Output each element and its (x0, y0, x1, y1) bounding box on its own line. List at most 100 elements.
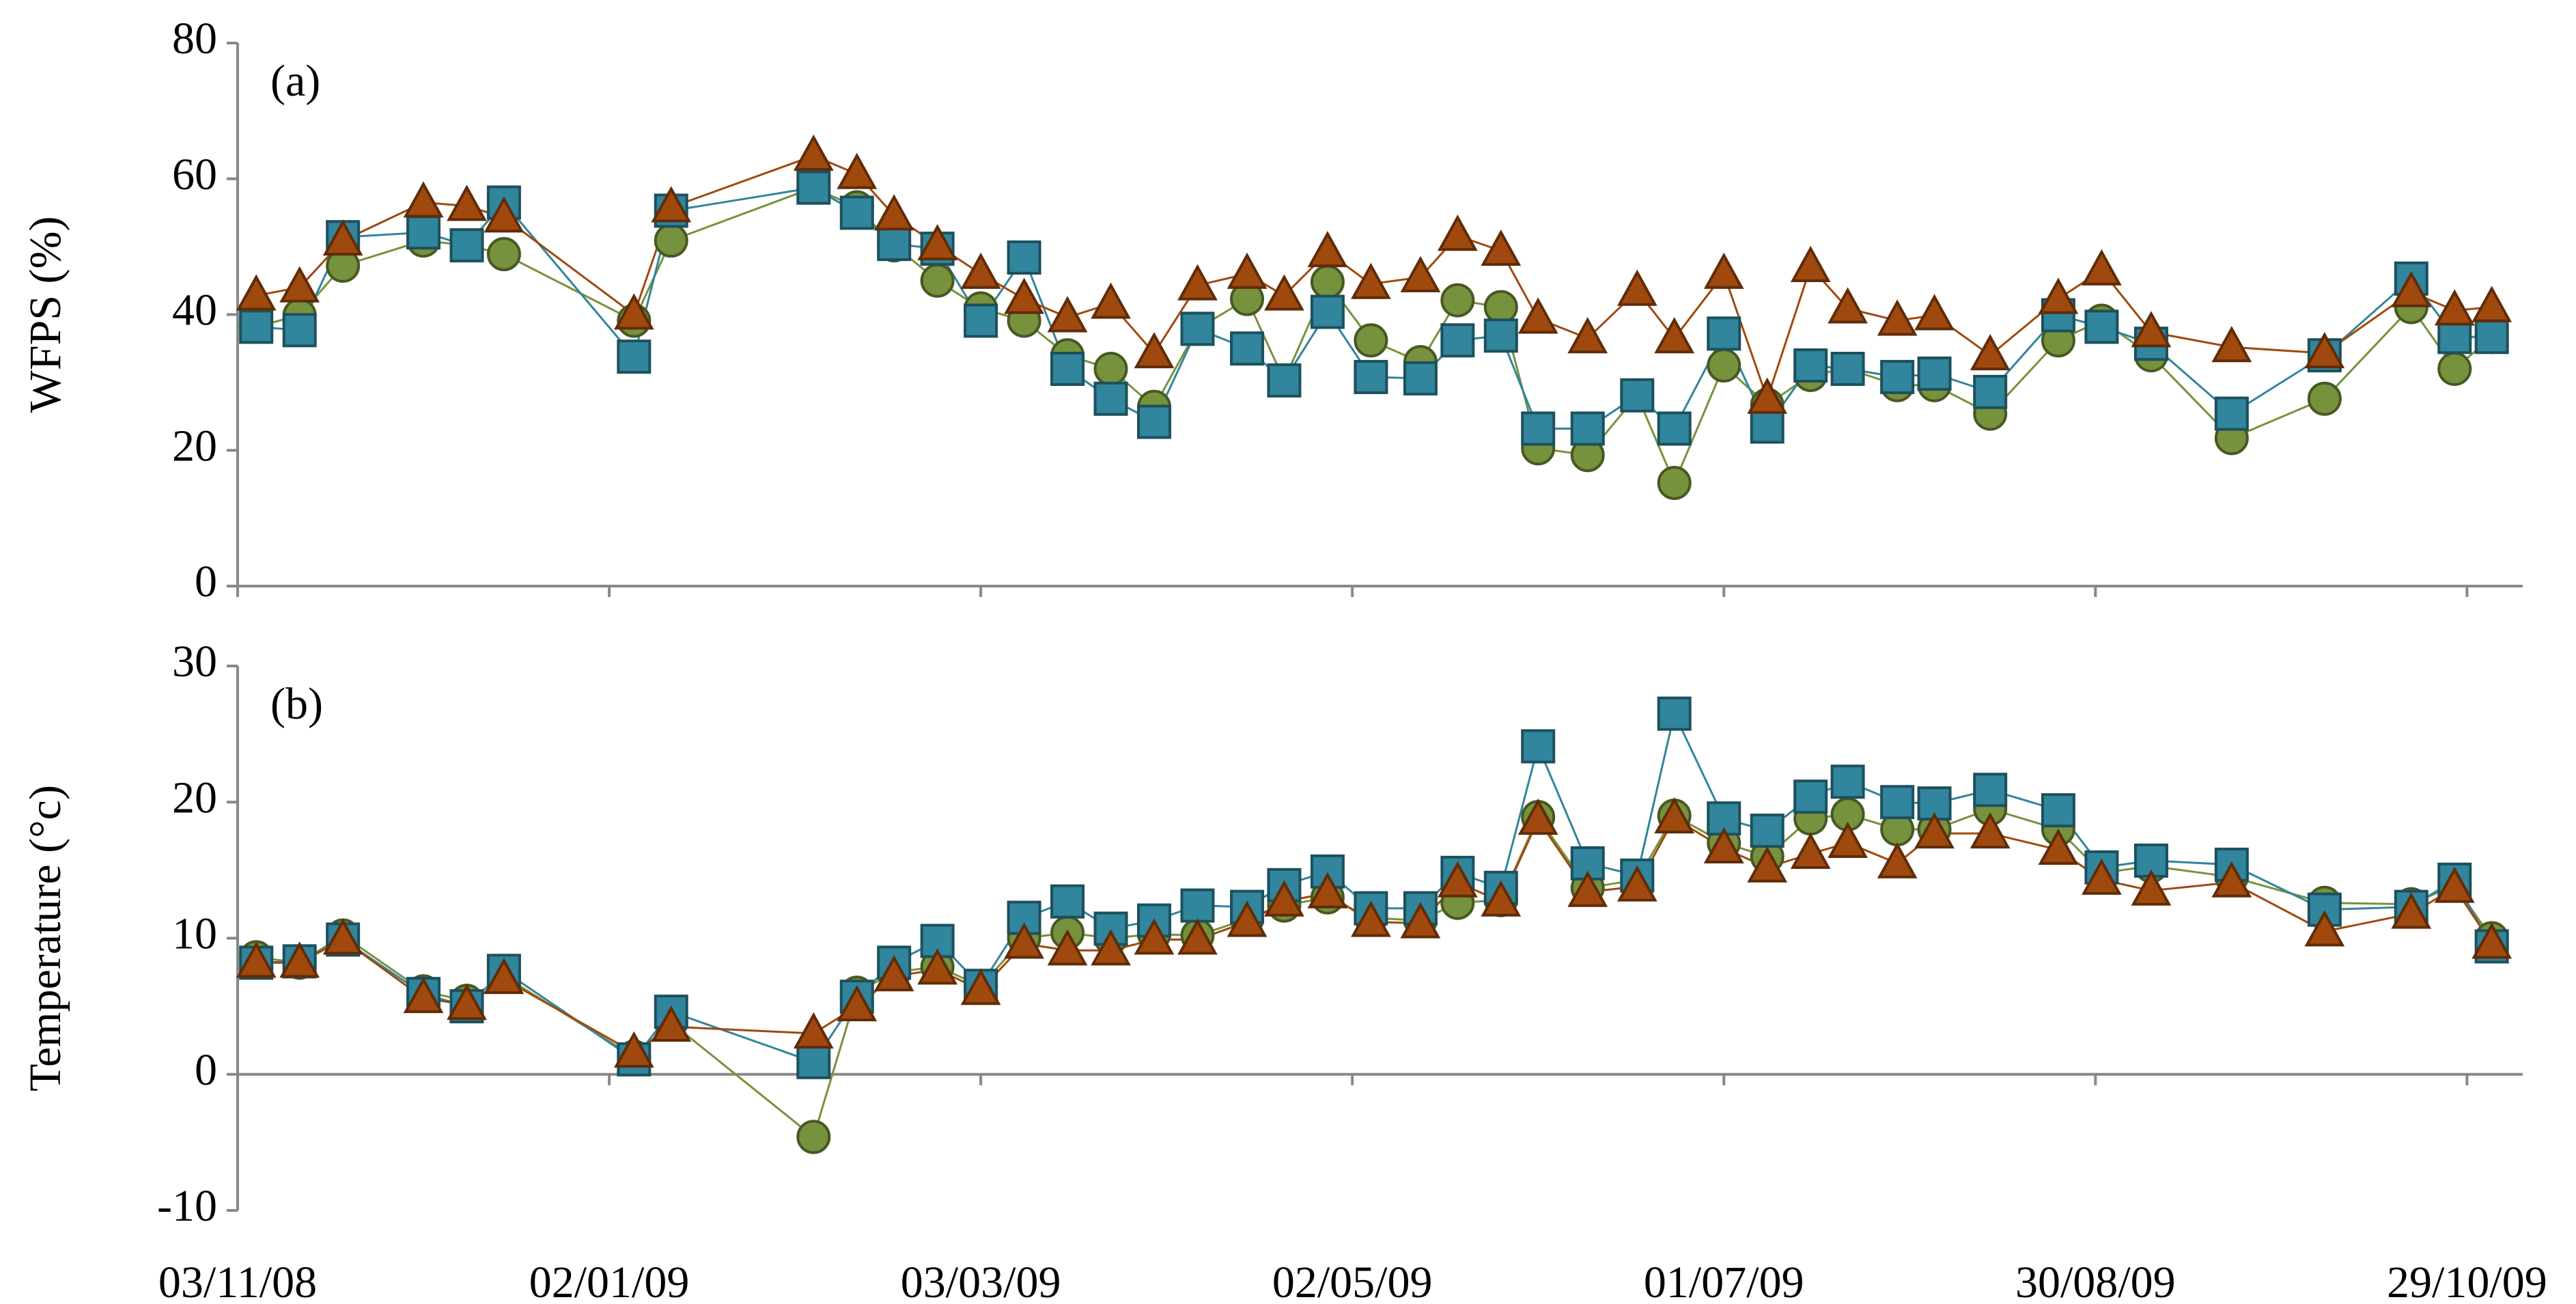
triangle-marker (236, 941, 277, 978)
triangle-marker (2391, 892, 2432, 929)
triangle-marker (2081, 249, 2122, 286)
y-tick-label: 40 (172, 286, 217, 335)
triangle-marker (1970, 333, 2011, 371)
square-marker (1973, 773, 2008, 807)
x-tick-label: 02/01/09 (529, 1258, 690, 1304)
square-marker (1793, 348, 1828, 383)
y-tick-label: 30 (172, 637, 217, 686)
square-marker (1230, 331, 1265, 366)
square-marker (1620, 378, 1655, 413)
triangle-marker (1877, 842, 1918, 878)
square-marker (1750, 409, 1784, 444)
triangle-marker (1828, 821, 1868, 859)
circle-marker (796, 1120, 831, 1154)
circle-marker (654, 223, 688, 258)
triangle-marker (1654, 317, 1695, 354)
circle-marker (1483, 290, 1518, 324)
x-tick-label: 02/05/09 (1272, 1258, 1433, 1304)
triangle-marker (1264, 880, 1304, 917)
triangle-marker (1517, 799, 1558, 835)
square-marker (1180, 888, 1215, 923)
square-marker (1750, 814, 1784, 848)
x-tick-label: 29/10/09 (2387, 1258, 2547, 1304)
circle-marker (2437, 352, 2472, 386)
triangle-marker (651, 1005, 692, 1042)
square-marker (1093, 381, 1128, 416)
triangle-marker (1307, 230, 1348, 268)
triangle-marker (2434, 289, 2475, 326)
square-marker (877, 227, 912, 262)
square-marker (239, 309, 274, 344)
triangle-marker (1264, 274, 1304, 311)
circle-marker (2307, 381, 2342, 416)
circle-marker (1707, 348, 1741, 383)
square-marker (1973, 374, 2008, 409)
square-marker (1137, 404, 1172, 439)
triangle-marker (917, 224, 958, 261)
triangle-marker (613, 293, 654, 330)
triangle-marker (1481, 229, 1522, 266)
circle-marker (486, 237, 521, 272)
square-marker (1830, 764, 1865, 799)
y-tick-label: 0 (195, 1045, 217, 1095)
triangle-marker (2304, 910, 2345, 947)
triangle-marker (1703, 827, 1744, 863)
triangle-marker (1790, 832, 1831, 869)
triangle-marker (2131, 311, 2172, 348)
triangle-marker (2038, 828, 2079, 865)
triangle-marker (1004, 277, 1044, 314)
triangle-marker (793, 134, 834, 171)
square-marker (282, 313, 317, 348)
triangle-marker (1877, 299, 1918, 336)
square-marker (1354, 359, 1388, 394)
square-marker (1007, 240, 1041, 275)
triangle-marker (1134, 918, 1175, 955)
triangle-marker (1134, 332, 1175, 369)
triangle-marker (1567, 870, 1608, 907)
square-marker (1917, 356, 1952, 391)
triangle-marker (1351, 262, 1391, 299)
triangle-marker (1970, 811, 2011, 849)
triangle-marker (2472, 286, 2512, 322)
triangle-marker (1047, 929, 1088, 966)
triangle-marker (1004, 922, 1044, 959)
triangle-marker (447, 983, 487, 1021)
triangle-marker (403, 977, 444, 1014)
y-tick-label: 20 (172, 773, 217, 822)
square-marker (1440, 323, 1475, 358)
triangle-marker (322, 219, 363, 256)
triangle-marker (403, 181, 444, 218)
triangle-marker (613, 1031, 654, 1068)
triangle-marker (279, 266, 320, 303)
square-marker (964, 303, 998, 338)
y-tick-label: 80 (172, 14, 217, 64)
square-marker (406, 215, 441, 250)
square-marker (2084, 309, 2119, 344)
triangle-marker (2211, 326, 2252, 363)
triangle-marker (960, 252, 1001, 289)
square-marker (1880, 785, 1915, 820)
triangle-marker (2131, 869, 2172, 906)
circle-marker (1310, 264, 1345, 299)
triangle-marker (1747, 377, 1788, 414)
square-marker (1050, 884, 1085, 919)
triangle-marker (447, 184, 487, 221)
circle-marker (1354, 323, 1388, 358)
triangle-marker (1437, 214, 1478, 251)
square-marker (1570, 411, 1605, 446)
triangle-marker (2472, 922, 2512, 959)
x-tick-label: 03/03/09 (901, 1258, 1061, 1304)
square-marker (1657, 696, 1692, 731)
square-marker (1180, 311, 1215, 346)
triangle-marker (1747, 846, 1788, 883)
square-marker (1707, 316, 1741, 351)
square-marker (1483, 318, 1518, 353)
triangle-marker (960, 969, 1001, 1005)
triangle-marker (873, 955, 914, 992)
y-tick-label: 20 (172, 421, 217, 471)
triangle-marker (1654, 797, 1695, 834)
square-marker (1267, 363, 1302, 398)
triangle-marker (484, 196, 524, 233)
triangle-marker (322, 918, 363, 955)
